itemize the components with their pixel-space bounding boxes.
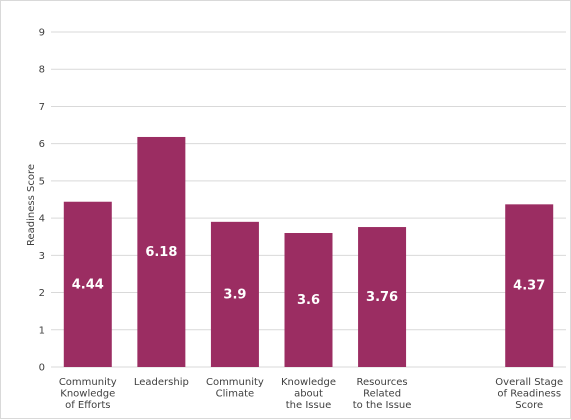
bar [358, 227, 407, 367]
y-tick-label: 1 [39, 325, 45, 336]
x-category-label: Community Knowledge of Efforts [59, 377, 117, 411]
x-category-label-line: Community [59, 377, 117, 388]
x-category-label-line: Leadership [134, 377, 189, 388]
x-category-label-line: Knowledge [281, 377, 336, 388]
x-category-label-line: Knowledge [60, 389, 115, 400]
x-category-label: Overall Stage of Readiness Score [495, 377, 563, 411]
bar [137, 136, 186, 367]
y-tick-label: 0 [39, 363, 45, 374]
x-category-label-line: Climate [216, 389, 254, 400]
bars [63, 136, 554, 367]
bar [284, 233, 333, 367]
x-category-label: Resources Related to the Issue [353, 377, 412, 411]
x-category-label-line: to the Issue [353, 400, 412, 411]
bar [505, 204, 554, 367]
x-category-label: Community Climate [206, 377, 264, 400]
y-axis-title: Readiness Score [26, 164, 37, 246]
x-category-label-line: Resources [357, 377, 408, 388]
x-category-label-line: the Issue [286, 400, 331, 411]
data-label: 6.18 [145, 245, 177, 260]
y-tick-label: 3 [39, 251, 45, 262]
data-label: 3.9 [223, 287, 246, 302]
x-category-label-line: Overall Stage [495, 377, 563, 388]
data-label: 4.44 [72, 277, 104, 292]
y-axis-ticks: 0 1 2 3 4 5 6 7 8 9 [39, 28, 45, 374]
bar [63, 201, 112, 367]
x-category-label-line: of Efforts [65, 400, 110, 411]
bar [210, 221, 259, 367]
gridlines [51, 31, 566, 368]
x-category-label-line: Related [363, 389, 401, 400]
data-label: 3.6 [297, 293, 320, 308]
x-category-label: Leadership [134, 377, 189, 388]
x-category-label-line: of Readiness [497, 389, 561, 400]
x-category-label: Knowledge about the Issue [281, 377, 336, 411]
y-tick-label: 4 [39, 214, 45, 225]
data-label: 4.37 [513, 279, 545, 294]
data-label: 3.76 [366, 290, 398, 305]
x-category-label-line: about [294, 389, 323, 400]
y-tick-label: 2 [39, 288, 45, 299]
y-tick-label: 6 [39, 139, 45, 150]
x-category-label-line: Community [206, 377, 264, 388]
y-tick-label: 8 [39, 65, 45, 76]
data-labels: 4.44 6.18 3.9 3.6 3.76 4.37 [72, 245, 546, 308]
y-tick-label: 9 [39, 28, 45, 39]
x-category-label-line: Score [515, 400, 543, 411]
y-tick-label: 5 [39, 176, 45, 187]
y-tick-label: 7 [39, 102, 45, 113]
